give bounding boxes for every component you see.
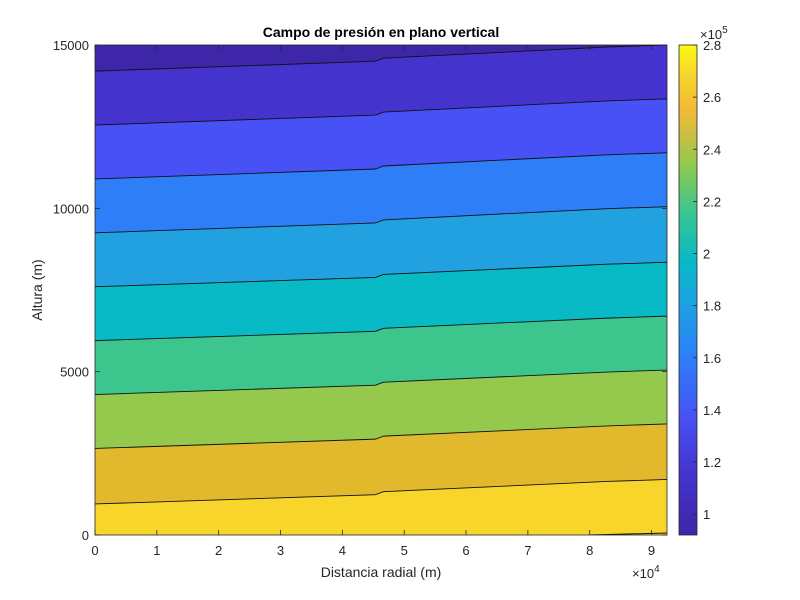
- x-axis-label: Distancia radial (m): [321, 564, 442, 580]
- colorbar-tick-label: 2.8: [703, 38, 721, 53]
- y-tick-label: 0: [82, 528, 89, 543]
- contour-line: [95, 206, 667, 234]
- x-tick-label: 6: [462, 543, 469, 558]
- colorbar-axis: 1 1.2 1.4 1.6 1.8 2 2.2 2.4 2.6 2.8: [693, 38, 721, 522]
- contour-band: [95, 45, 667, 72]
- colorbar-tick-label: 1: [703, 507, 710, 522]
- contour-line: [95, 315, 667, 342]
- x-axis: 0 1 2 3 4 5 6 7 8 9: [91, 45, 655, 558]
- contour-line: [95, 45, 667, 72]
- colorbar-exponent: ×105: [700, 25, 728, 42]
- contour-band: [95, 479, 667, 535]
- chart-title: Campo de presión en plano vertical: [262, 24, 500, 40]
- x-tick-label: 0: [91, 543, 98, 558]
- plot-frame: [94, 44, 668, 536]
- colorbar-tick-label: 1.4: [703, 403, 721, 418]
- contour-band: [95, 316, 667, 395]
- contour-bands: [95, 45, 667, 535]
- contour-line: [95, 423, 667, 449]
- contour-band: [95, 262, 667, 341]
- contour-band: [95, 370, 667, 449]
- colorbar-tick-label: 1.8: [703, 299, 721, 314]
- contour-line: [95, 261, 667, 288]
- x-tick-label: 9: [648, 543, 655, 558]
- y-tick-label: 15000: [53, 38, 89, 53]
- contour-band: [95, 206, 667, 287]
- contour-line: [95, 152, 667, 180]
- x-tick-label: 2: [215, 543, 222, 558]
- x-tick-label: 5: [401, 543, 408, 558]
- colorbar-tick-label: 2.6: [703, 90, 721, 105]
- y-tick-label: 10000: [53, 201, 89, 216]
- x-tick-label: 8: [586, 543, 593, 558]
- contour-line: [95, 369, 667, 395]
- x-tick-label: 3: [277, 543, 284, 558]
- y-axis-label: Altura (m): [29, 259, 45, 320]
- colorbar-tick-label: 2.4: [703, 142, 721, 157]
- contour-line: [95, 98, 667, 126]
- contour-lines: [95, 45, 667, 535]
- colorbar-tick-label: 2: [703, 247, 710, 262]
- x-tick-label: 7: [524, 543, 531, 558]
- y-tick-label: 5000: [60, 365, 89, 380]
- x-exponent: ×104: [632, 564, 660, 581]
- y-axis: 0 5000 10000 15000: [53, 38, 667, 543]
- colorbar: [678, 44, 698, 536]
- x-tick-label: 1: [153, 543, 160, 558]
- colorbar-tick-label: 1.2: [703, 455, 721, 470]
- colorbar-tick-label: 1.6: [703, 351, 721, 366]
- x-tick-label: 4: [339, 543, 346, 558]
- colorbar-tick-label: 2.2: [703, 194, 721, 209]
- contour-line: [95, 479, 667, 505]
